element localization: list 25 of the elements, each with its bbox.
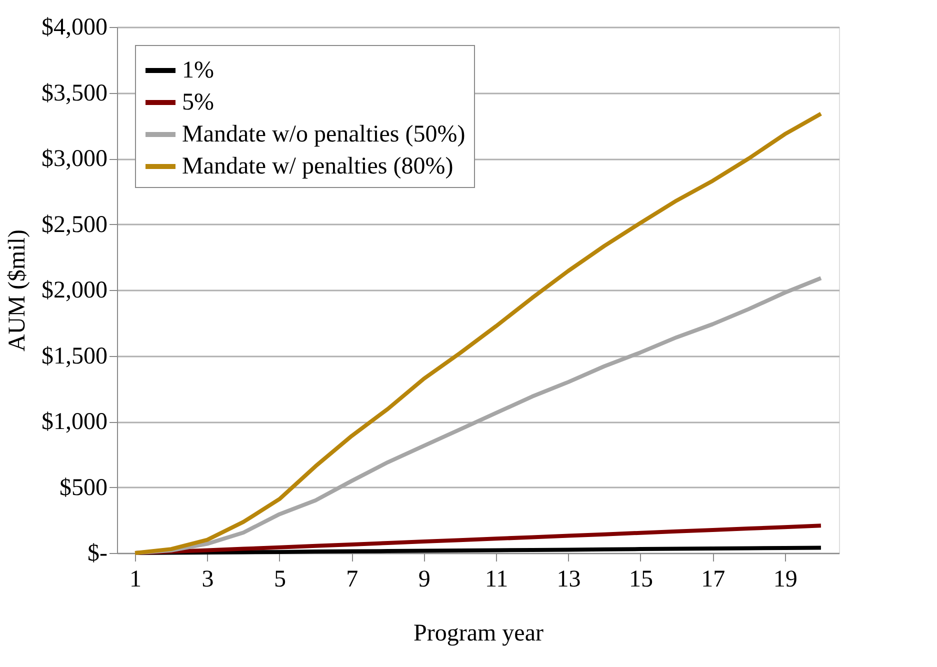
x-tick-label: 11 bbox=[484, 566, 508, 592]
y-tick-label: $4,000 bbox=[42, 14, 108, 40]
y-tick-label: $500 bbox=[60, 474, 108, 501]
x-axis-title: Program year bbox=[414, 620, 544, 646]
y-tick-label: $1,500 bbox=[42, 343, 108, 370]
legend-label: Mandate w/ penalties (80%) bbox=[182, 154, 454, 180]
x-tick-label: 9 bbox=[418, 566, 430, 592]
y-tick-label: $2,000 bbox=[42, 278, 108, 304]
y-tick-label: $1,000 bbox=[42, 409, 108, 435]
y-tick-label: $2,500 bbox=[42, 212, 108, 238]
y-axis-title: AUM ($mil) bbox=[4, 230, 30, 352]
x-tick-label: 17 bbox=[701, 566, 726, 592]
legend-label: 1% bbox=[182, 58, 214, 84]
x-tick-label: 15 bbox=[628, 566, 653, 592]
y-tick-label: $3,000 bbox=[42, 146, 108, 172]
x-tick-label: 5 bbox=[274, 566, 286, 592]
legend-label: Mandate w/o penalties (50%) bbox=[182, 122, 466, 148]
x-tick-label: 3 bbox=[202, 566, 214, 592]
y-tick-label: $3,500 bbox=[42, 80, 108, 106]
x-tick-label: 19 bbox=[773, 566, 798, 592]
y-tick-label: $- bbox=[88, 540, 108, 566]
x-tick-label: 13 bbox=[556, 566, 581, 592]
legend-label: 5% bbox=[182, 90, 214, 116]
x-tick-label: 1 bbox=[130, 566, 142, 592]
x-tick-label: 7 bbox=[346, 566, 358, 592]
